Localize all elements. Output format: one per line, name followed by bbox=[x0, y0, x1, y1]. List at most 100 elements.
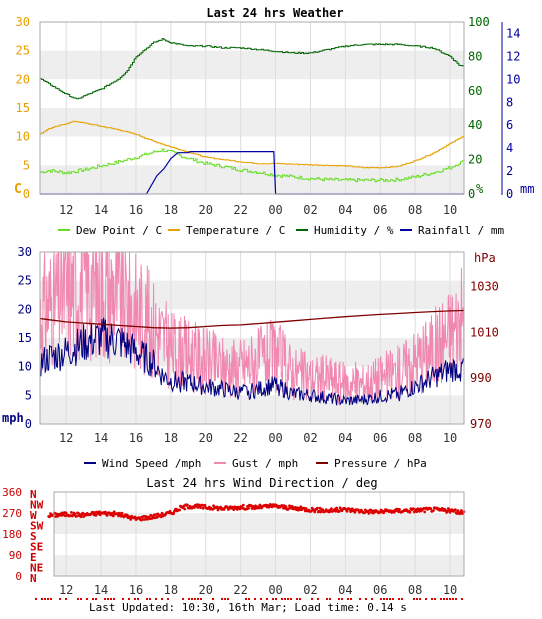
y-tick-label: 5 bbox=[23, 158, 30, 172]
wind-direction-point bbox=[345, 509, 349, 513]
marker-dot bbox=[371, 598, 373, 600]
y-tick-label: 30 bbox=[18, 245, 32, 259]
x-tick-label: 00 bbox=[268, 583, 282, 597]
marker-dot bbox=[392, 598, 394, 600]
chart-3: Last 24 hrs Wind Direction / deg 0901802… bbox=[2, 476, 466, 600]
wind-direction-point bbox=[73, 512, 77, 516]
marker-dot bbox=[431, 598, 433, 600]
marker-dot bbox=[149, 598, 151, 600]
marker-dot bbox=[446, 598, 448, 600]
y-tick-label: 4 bbox=[506, 141, 513, 155]
x-tick-label: 14 bbox=[94, 431, 108, 445]
marker-dot bbox=[329, 598, 331, 600]
chart-1-vertical-grid bbox=[65, 22, 451, 194]
x-tick-label: 12 bbox=[59, 583, 73, 597]
x-tick-label: 10 bbox=[443, 203, 457, 217]
marker-dot bbox=[272, 598, 274, 600]
wind-direction-point bbox=[111, 514, 115, 518]
marker-dot bbox=[107, 598, 109, 600]
wind-direction-point bbox=[186, 503, 189, 507]
marker-dot bbox=[281, 598, 283, 600]
wind-direction-point bbox=[453, 508, 457, 511]
legend-label: Temperature / C bbox=[186, 224, 285, 237]
marker-dot bbox=[347, 598, 349, 600]
dew-point-line bbox=[40, 148, 465, 183]
y-tick-label: 10 bbox=[16, 130, 30, 144]
legend-label: Gust / mph bbox=[232, 457, 298, 470]
chart-1-rainfall-axis-label: mm bbox=[520, 182, 534, 196]
x-tick-label: 10 bbox=[443, 431, 457, 445]
y-tick-label: 360 bbox=[2, 486, 22, 499]
marker-dot bbox=[188, 598, 190, 600]
marker-dot bbox=[455, 598, 457, 600]
wind-direction-point bbox=[319, 510, 323, 514]
wind-direction-point bbox=[284, 505, 288, 508]
wind-direction-point bbox=[160, 511, 164, 515]
compass-label: N bbox=[30, 488, 37, 501]
x-tick-label: 22 bbox=[233, 431, 247, 445]
y-tick-label: 40 bbox=[468, 118, 482, 132]
y-tick-label: 180 bbox=[2, 528, 22, 541]
x-tick-label: 20 bbox=[199, 203, 213, 217]
marker-dot bbox=[434, 598, 436, 600]
legend-label: Humidity / % bbox=[314, 224, 394, 237]
compass-label: E bbox=[30, 551, 37, 564]
y-tick-label: 10 bbox=[506, 72, 520, 86]
wind-direction-point bbox=[55, 512, 58, 516]
marker-dot bbox=[290, 598, 292, 600]
legend-label: Wind Speed /mph bbox=[102, 457, 201, 470]
wind-direction-point bbox=[392, 510, 396, 514]
marker-dot bbox=[50, 598, 52, 600]
plot-band bbox=[40, 395, 464, 424]
y-tick-label: 0 bbox=[506, 187, 513, 201]
wind-direction-point bbox=[398, 507, 401, 511]
wind-direction-point bbox=[238, 507, 242, 511]
wind-direction-point bbox=[70, 511, 73, 514]
marker-dot bbox=[77, 598, 79, 600]
marker-dot bbox=[65, 598, 67, 600]
plot-band bbox=[40, 22, 464, 51]
y-tick-label: 10 bbox=[18, 360, 32, 374]
marker-dot bbox=[161, 598, 163, 600]
wind-direction-point bbox=[172, 512, 175, 516]
compass-label: W bbox=[30, 509, 37, 522]
wind-direction-point bbox=[316, 506, 319, 510]
y-tick-label: 14 bbox=[506, 26, 520, 40]
marker-dot bbox=[299, 598, 301, 600]
chart-1-series bbox=[40, 38, 465, 195]
y-tick-label: 0 bbox=[468, 187, 475, 201]
wind-direction-point bbox=[408, 510, 412, 514]
wind-direction-point bbox=[199, 506, 202, 509]
compass-label: N bbox=[30, 572, 37, 585]
marker-dot bbox=[401, 598, 403, 600]
wind-direction-point bbox=[104, 510, 107, 514]
wind-direction-point bbox=[133, 515, 137, 519]
marker-dot bbox=[167, 598, 169, 600]
y-tick-label: 8 bbox=[506, 95, 513, 109]
marker-dot bbox=[254, 598, 256, 600]
y-tick-label: 20 bbox=[18, 302, 32, 316]
y-tick-label: 970 bbox=[470, 417, 492, 431]
wind-direction-point bbox=[183, 507, 187, 511]
marker-dot bbox=[41, 598, 43, 600]
x-tick-label: 00 bbox=[268, 431, 282, 445]
marker-dot bbox=[389, 598, 391, 600]
x-tick-label: 08 bbox=[408, 431, 422, 445]
y-tick-label: 100 bbox=[468, 15, 490, 29]
plot-band bbox=[54, 492, 464, 513]
marker-dot bbox=[260, 598, 262, 600]
y-tick-label: 20 bbox=[468, 153, 482, 167]
x-tick-label: 10 bbox=[443, 583, 457, 597]
x-tick-label: 12 bbox=[59, 431, 73, 445]
marker-dot bbox=[452, 598, 454, 600]
wind-direction-point bbox=[258, 503, 262, 507]
y-tick-label: 990 bbox=[470, 371, 492, 385]
chart-1-title: Last 24 hrs Weather bbox=[206, 6, 343, 20]
chart-3-red-markers bbox=[35, 598, 463, 600]
marker-dot bbox=[221, 598, 223, 600]
chart-3-series bbox=[47, 503, 466, 522]
temperature-line bbox=[40, 120, 465, 169]
chart-3-x-ticks: 12 14 16 18 20 22 00 02 04 06 08 10 bbox=[59, 583, 457, 597]
compass-label: S bbox=[30, 530, 37, 543]
